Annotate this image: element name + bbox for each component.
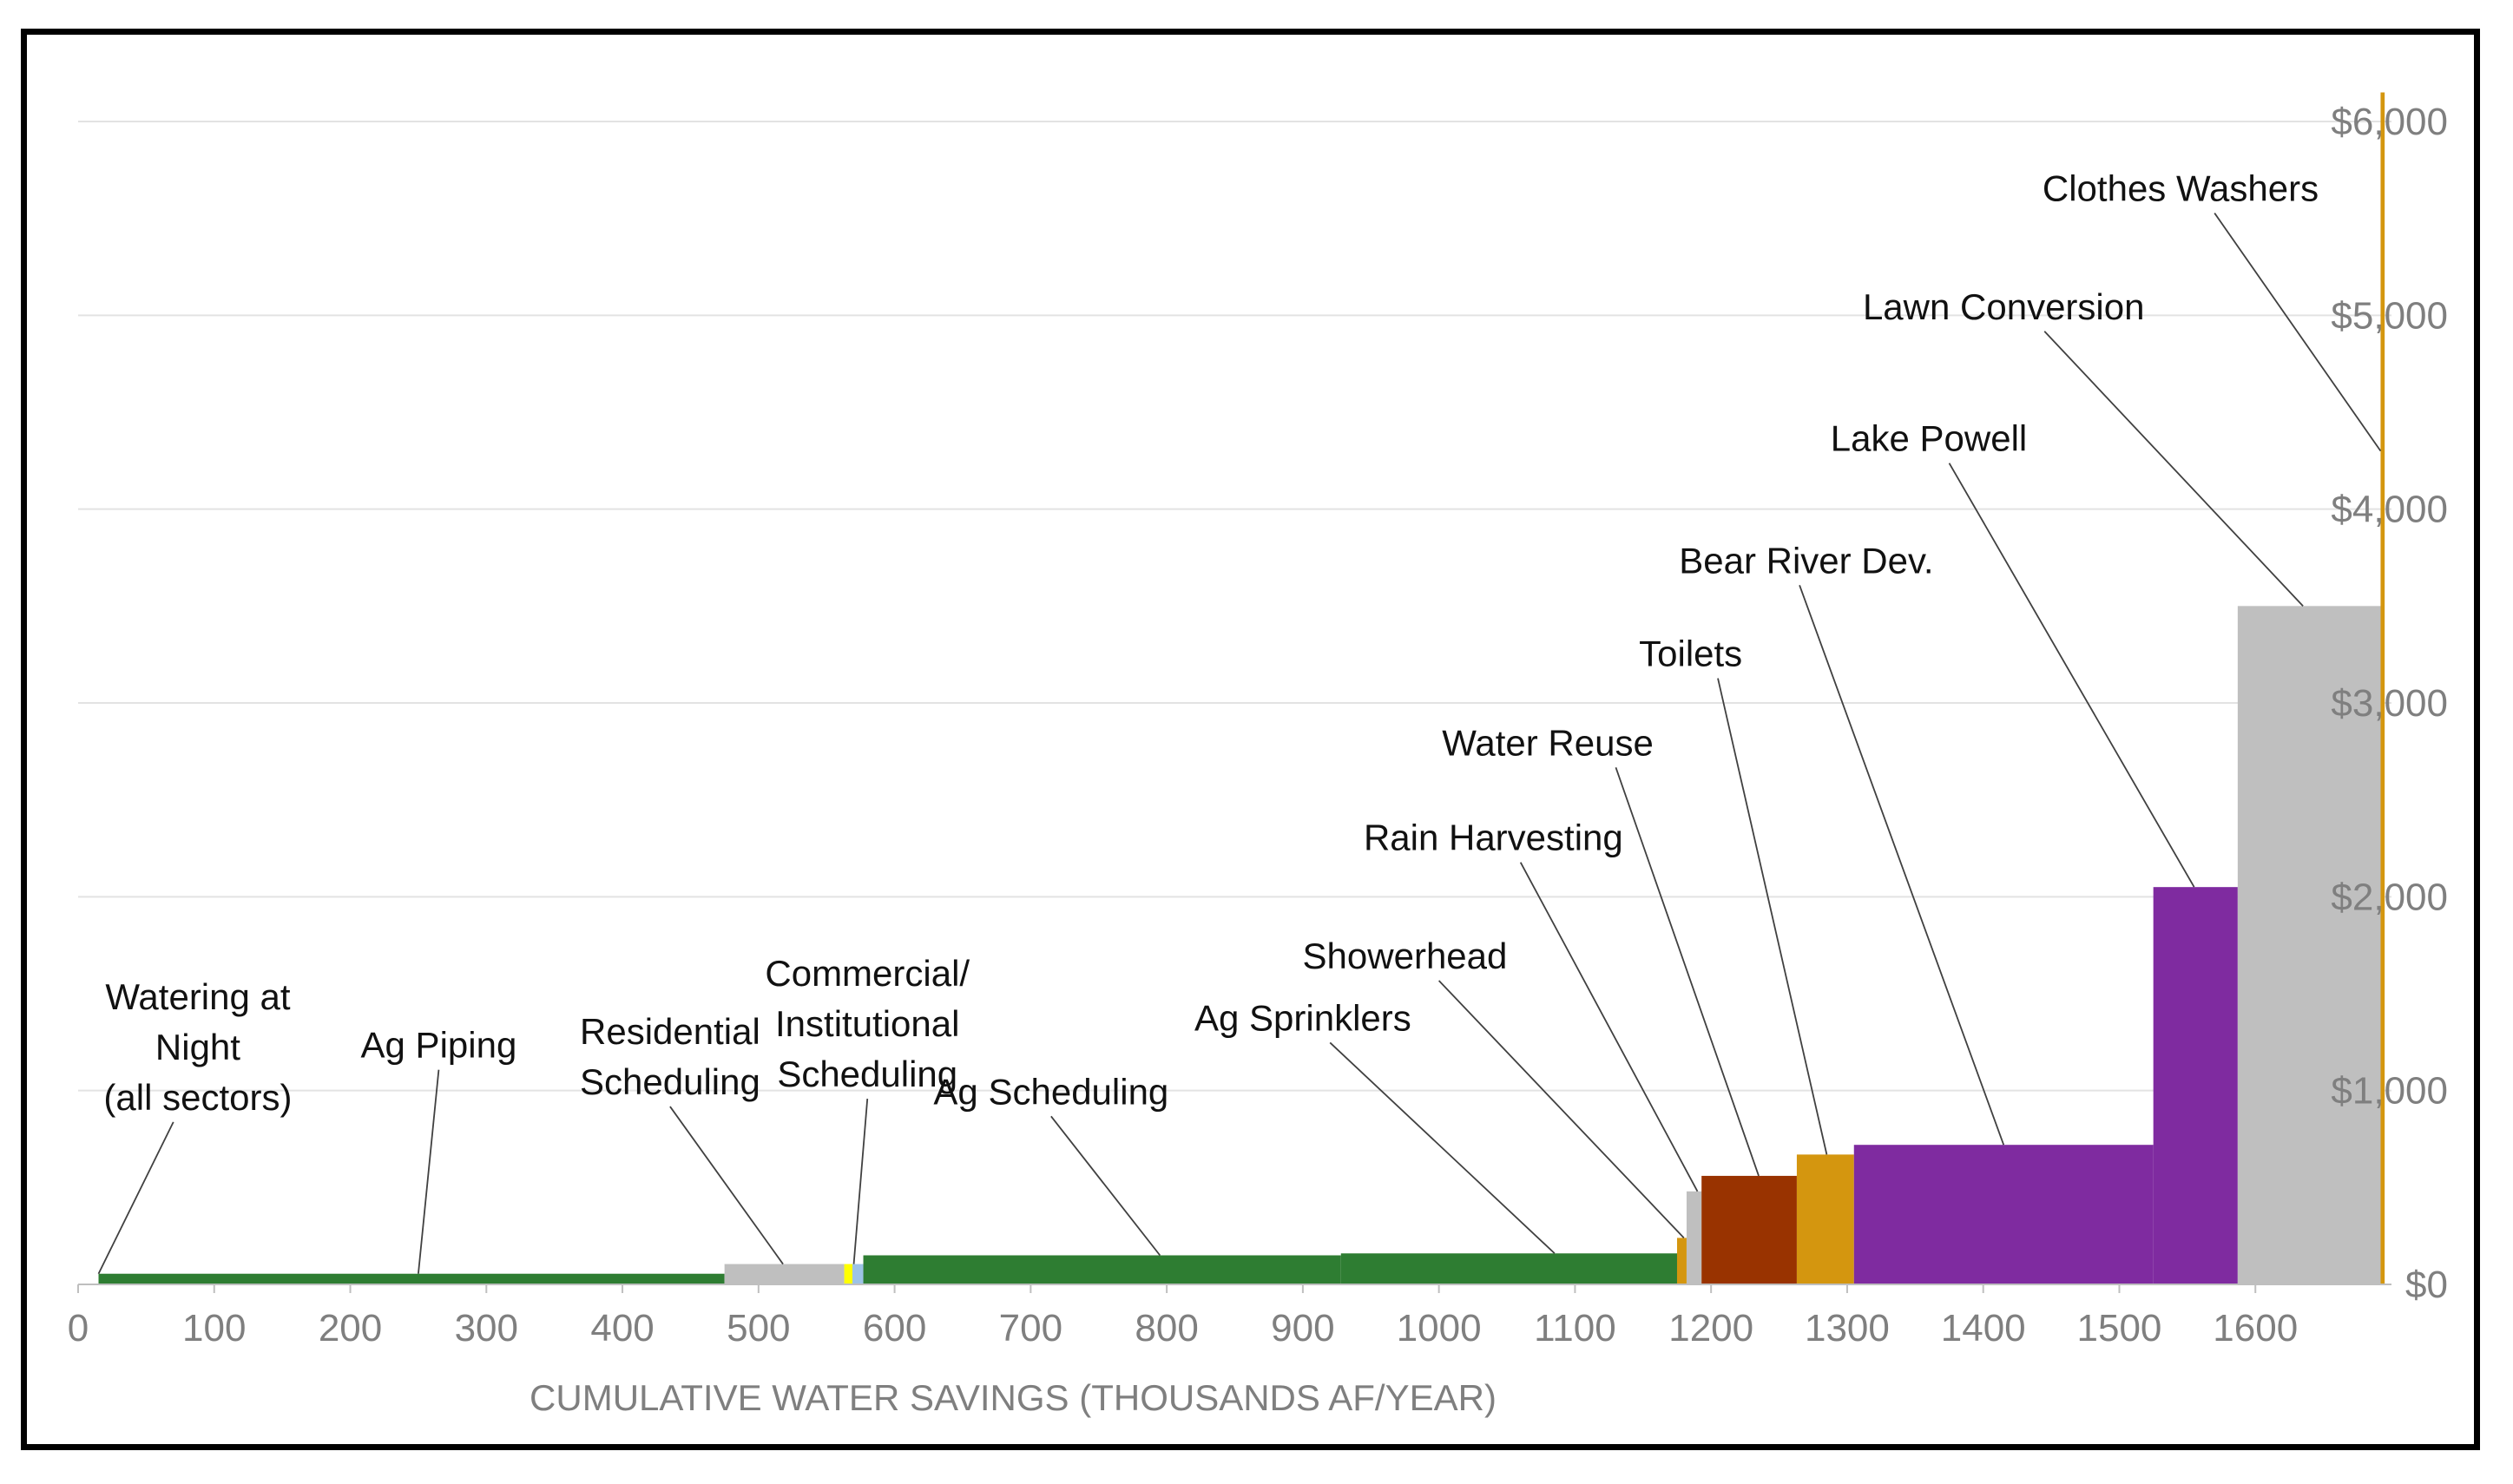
leader-line (1050, 1115, 1161, 1257)
annotation-labels: Watering at Night (all sectors) Ag Piping Re… (103, 168, 2319, 1118)
annotation-label: Lawn Conversion (1863, 286, 2145, 327)
leader-line (1615, 767, 1760, 1177)
y-tick-label: $5,000 (2331, 294, 2448, 337)
x-tick-label: 400 (590, 1307, 654, 1349)
annotation-text: Scheduling (777, 1054, 957, 1094)
leader-line (1519, 862, 1699, 1192)
annotation-label: Bear River Dev. (1679, 540, 1933, 581)
bar (1686, 1191, 1702, 1284)
bar (844, 1264, 852, 1284)
y-tick-label: $2,000 (2331, 876, 2448, 918)
x-tick-label: 1600 (2213, 1307, 2298, 1349)
annotation-text: Toilets (1639, 634, 1742, 674)
bar (724, 1264, 845, 1284)
gridlines (78, 121, 2391, 1092)
leader-line (2214, 213, 2382, 452)
bar (2237, 606, 2381, 1284)
annotation-label: Showerhead (1303, 936, 1508, 976)
annotation-label: Commercial/Institutional Scheduling (765, 953, 970, 1094)
annotation-text: Commercial/ (765, 953, 970, 994)
annotation-label: Water Reuse (1442, 722, 1654, 763)
x-tick-label: 300 (455, 1307, 518, 1349)
x-tick-label: 0 (68, 1307, 89, 1349)
annotation-text: Water Reuse (1442, 722, 1654, 763)
annotation-text: Rain Harvesting (1364, 818, 1623, 858)
annotation-leaders (97, 213, 2382, 1275)
y-tick-label: $4,000 (2331, 489, 2448, 531)
bars (98, 92, 2385, 1284)
x-tick-label: 1300 (1805, 1307, 1890, 1349)
leader-line (1948, 463, 2195, 888)
annotation-label: Ag Scheduling (933, 1071, 1168, 1112)
annotation-label: Rain Harvesting (1364, 818, 1623, 858)
annotation-text: Ag Piping (361, 1025, 517, 1066)
x-axis-title: CUMULATIVE WATER SAVINGS (THOUSANDS AF/Y… (530, 1377, 1497, 1418)
leader-line (669, 1106, 784, 1265)
y-tick-label: $1,000 (2331, 1070, 2448, 1113)
y-tick-label: $0 (2405, 1264, 2448, 1306)
annotation-text: Lawn Conversion (1863, 286, 2145, 327)
bar (2153, 887, 2238, 1284)
annotation-label: Ag Sprinklers (1194, 997, 1411, 1038)
leader-line (97, 1121, 174, 1275)
x-tick-label: 100 (182, 1307, 246, 1349)
annotation-text: (all sectors) (103, 1077, 292, 1118)
x-tick-label: 1500 (2077, 1307, 2162, 1349)
annotation-text: Institutional (775, 1003, 959, 1044)
y-tick-label: $6,000 (2331, 101, 2448, 143)
bar (1676, 1238, 1687, 1284)
x-tick-label: 600 (863, 1307, 926, 1349)
bar (1340, 1253, 1677, 1284)
x-tick-label: 900 (1271, 1307, 1334, 1349)
leader-line (1437, 980, 1685, 1239)
annotation-text: Scheduling (580, 1061, 760, 1102)
annotation-text: Ag Sprinklers (1194, 997, 1411, 1038)
leader-line (1329, 1041, 1556, 1254)
annotation-label: Ag Piping (361, 1025, 517, 1066)
bar (98, 1273, 725, 1284)
annotation-label: Residential Scheduling (580, 1011, 760, 1102)
annotation-text: Ag Scheduling (933, 1071, 1168, 1112)
x-tick-label: 700 (999, 1307, 1062, 1349)
bar (2380, 92, 2385, 1284)
annotation-text: Residential (580, 1011, 760, 1052)
x-tick-label: 1400 (1941, 1307, 2026, 1349)
x-tick-label: 800 (1135, 1307, 1198, 1349)
x-axis: 0 100 200 300 400 500 600 700 800 900 1000 1100 1200… (68, 1284, 2391, 1349)
leader-line (2043, 331, 2304, 607)
annotation-label: Watering at Night (all sectors) (103, 976, 292, 1118)
leader-line (1717, 678, 1828, 1155)
annotation-text: Watering at (105, 976, 291, 1017)
bar (1701, 1175, 1797, 1284)
bar (1853, 1145, 2154, 1284)
annotation-label: Toilets (1639, 634, 1742, 674)
annotation-text: Showerhead (1303, 936, 1508, 976)
bar (863, 1255, 1341, 1284)
y-tick-label: $3,000 (2331, 682, 2448, 725)
leader-line (418, 1069, 440, 1274)
annotation-text: Lake Powell (1831, 418, 2027, 459)
x-tick-label: 200 (319, 1307, 382, 1349)
y-axis: $0 $1,000 $2,000 $3,000 $4,000 $5,000 $6,000 (2331, 101, 2448, 1306)
x-tick-label: 1000 (1397, 1307, 1482, 1349)
x-tick-label: 1200 (1668, 1307, 1753, 1349)
x-tick-label: 500 (727, 1307, 790, 1349)
annotation-text: Bear River Dev. (1679, 540, 1933, 581)
x-tick-label: 1100 (1534, 1307, 1616, 1349)
leader-line (852, 1098, 869, 1264)
annotation-label: Clothes Washers (2043, 168, 2319, 209)
bar (852, 1264, 864, 1284)
bar (1796, 1154, 1854, 1284)
leader-line (1799, 585, 2005, 1146)
annotation-label: Lake Powell (1831, 418, 2027, 459)
annotation-text: Night (155, 1027, 240, 1067)
annotation-text: Clothes Washers (2043, 168, 2319, 209)
